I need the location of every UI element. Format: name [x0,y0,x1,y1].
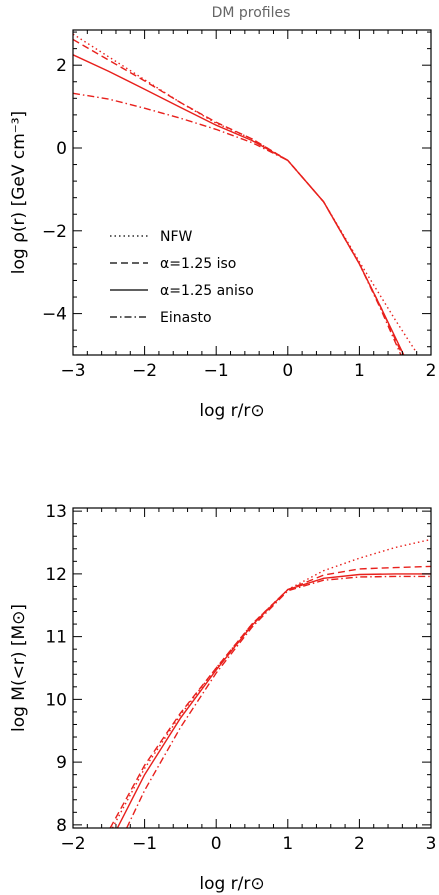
plot-frame [72,29,432,356]
y-tick-label: −4 [42,305,67,325]
y-tick-label: 12 [45,565,67,585]
x-tick-label: −3 [60,361,85,381]
y-tick-label: 9 [56,753,67,773]
y-tick-label: 2 [56,56,67,76]
legend-label: Einasto [160,310,212,326]
x-tick-label: 0 [211,834,222,854]
series-line-dotted [111,538,431,828]
y-tick-label: 11 [45,628,67,648]
x-tick-label: 0 [282,361,293,381]
x-tick-label: −2 [60,834,85,854]
x-axis-title: log r/r⊙ [199,401,264,421]
series-line-dashdot [126,575,431,828]
series-line-dashed [109,565,431,828]
x-tick-label: 1 [354,361,365,381]
curves [73,33,418,355]
y-tick-label: 8 [56,816,67,836]
x-tick-label: −2 [132,361,157,381]
y-tick-label: −2 [42,222,67,242]
panel-density-profile: −3 −2 −1 0 1 2 −4 −2 0 2 log r/r⊙ log ρ(r) [GeV cm⁻… [9,29,437,421]
x-tick-label: 2 [354,834,365,854]
series-line-solid [73,54,405,355]
series-line-dashed [73,38,404,355]
y-tick-label: 13 [45,502,67,522]
x-tick-label: 2 [426,361,437,381]
series-line-dotted [73,33,418,354]
x-tick-label: 3 [426,834,437,854]
series-line-solid [116,573,431,828]
y-axis-title: log M(<r) [M⊙] [9,604,29,732]
x-axis-title: log r/r⊙ [199,874,264,894]
y-tick-label: 0 [56,139,67,159]
legend: NFW α=1.25 iso α=1.25 aniso Einasto [110,229,254,326]
figure-title: DM profiles [212,5,291,21]
y-tick-label: 10 [45,690,67,710]
legend-label: NFW [160,229,193,245]
series-line-dashdot [73,92,402,355]
x-tick-label: −1 [204,361,229,381]
x-tick-label: 1 [282,834,293,854]
legend-label: α=1.25 iso [160,256,236,272]
y-axis-title: log ρ(r) [GeV cm⁻³] [9,111,29,274]
legend-label: α=1.25 aniso [160,283,254,299]
plot-frame [72,507,432,829]
curves [109,538,431,828]
x-tick-label: −1 [132,834,157,854]
